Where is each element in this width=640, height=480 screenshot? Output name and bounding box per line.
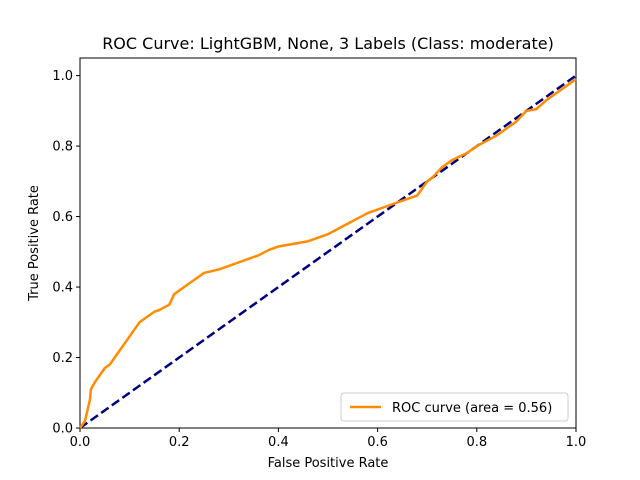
chance-diagonal-line	[79, 74, 577, 430]
x-tick-label: 1.0	[566, 435, 587, 450]
x-tick-label: 0.0	[70, 435, 91, 450]
y-tick-label: 1.0	[52, 69, 73, 84]
y-axis-ticks: 0.0 0.2 0.4 0.6 0.8 1.0	[52, 69, 80, 437]
y-tick-label: 0.4	[52, 281, 73, 296]
legend: ROC curve (area = 0.56)	[340, 392, 569, 422]
series-layer	[78, 74, 577, 430]
x-tick-label: 0.4	[268, 435, 289, 450]
x-tick-label: 0.6	[367, 435, 388, 450]
y-tick-label: 0.2	[52, 351, 73, 366]
y-tick-label: 0.8	[52, 140, 73, 155]
x-axis-label: False Positive Rate	[268, 456, 389, 471]
y-tick-label: 0.6	[52, 210, 73, 225]
plot-area	[79, 57, 577, 429]
y-axis-label: True Positive Rate	[27, 185, 42, 302]
legend-box	[340, 392, 569, 422]
x-tick-label: 0.8	[466, 435, 487, 450]
chart-title: ROC Curve: LightGBM, None, 3 Labels (Cla…	[102, 34, 554, 53]
x-axis-ticks: 0.0 0.2 0.4 0.6 0.8 1.0	[70, 428, 587, 450]
x-tick-label: 0.2	[169, 435, 190, 450]
y-tick-label: 0.0	[52, 422, 73, 437]
roc-curve-line	[78, 78, 577, 429]
legend-label-roc: ROC curve (area = 0.56)	[392, 401, 552, 416]
